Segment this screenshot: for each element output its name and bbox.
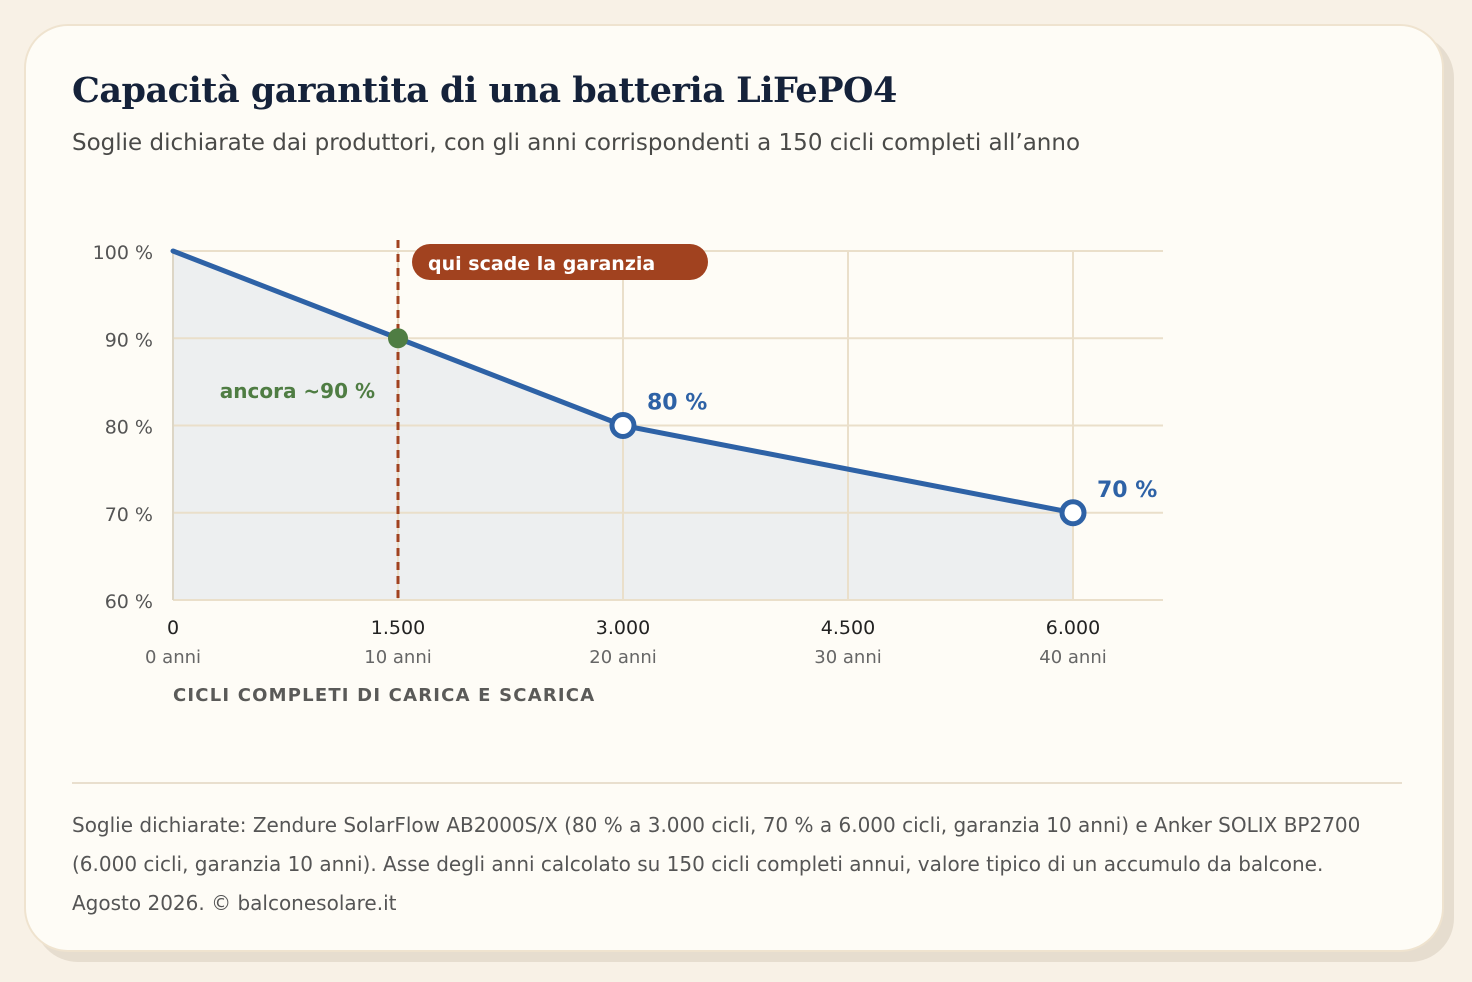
x-tick-sublabel: 10 anni — [364, 647, 431, 668]
footer-divider — [72, 782, 1402, 784]
data-point — [1059, 499, 1087, 527]
y-tick-label: 80 % — [105, 417, 153, 439]
chart-title: Capacità garantita di una batteria LiFeP… — [72, 70, 897, 111]
x-tick-sublabel: 0 anni — [145, 647, 201, 668]
x-tick-sublabel: 30 anni — [814, 647, 881, 668]
x-tick-sublabel: 20 anni — [589, 647, 656, 668]
y-tick-label: 100 % — [93, 242, 153, 264]
data-point — [609, 412, 637, 439]
y-tick-label: 60 % — [105, 591, 153, 613]
x-tick-label: 0 — [167, 617, 179, 639]
x-tick-label: 4.500 — [821, 617, 875, 639]
y-tick-label: 90 % — [105, 329, 153, 351]
data-label: 70 % — [1097, 478, 1157, 503]
x-tick-sublabel: 40 anni — [1039, 647, 1106, 668]
x-tick-label: 3.000 — [596, 617, 650, 639]
x-axis-title: CICLI COMPLETI DI CARICA E SCARICA — [173, 685, 595, 706]
x-tick-label: 6.000 — [1046, 617, 1100, 639]
warranty-badge — [412, 244, 708, 280]
warranty-label: qui scade la garanzia — [428, 253, 655, 275]
anchor-label: ancora ~90 % — [220, 379, 375, 403]
chart-subtitle: Soglie dichiarate dai produttori, con gl… — [72, 130, 1081, 156]
y-tick-label: 70 % — [105, 504, 153, 526]
series-line — [170, 248, 1076, 516]
source-note: Soglie dichiarate: Zendure SolarFlow AB2… — [72, 813, 1361, 915]
x-tick-label: 1.500 — [371, 617, 425, 639]
data-label: 80 % — [647, 391, 707, 416]
anchor-point — [388, 328, 408, 349]
